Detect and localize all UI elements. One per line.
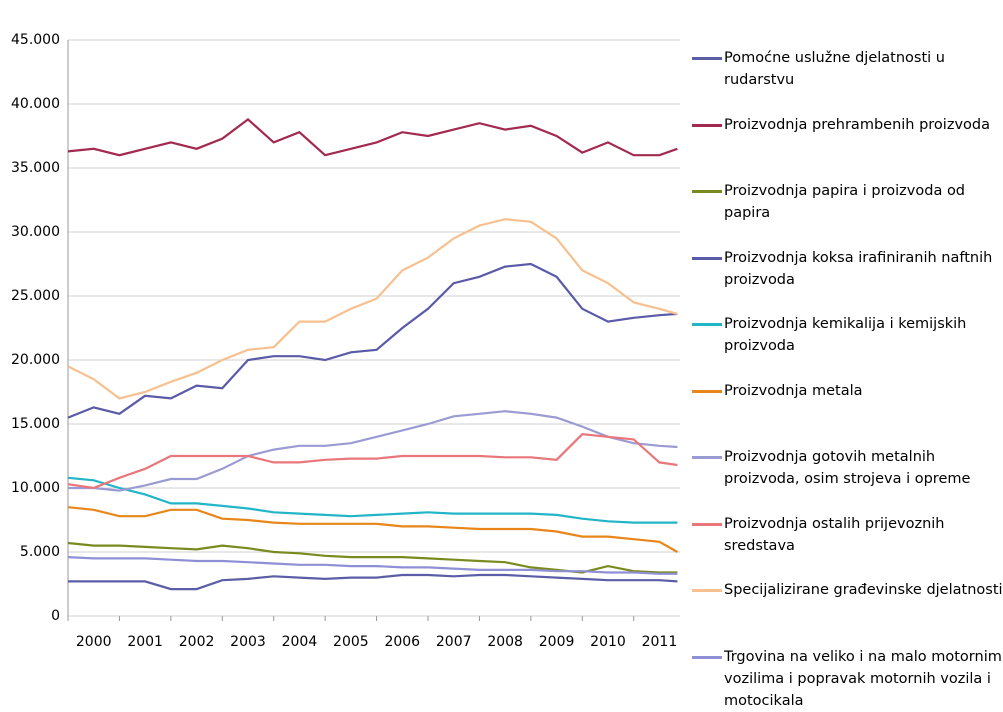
- x-tick-label: 2005: [333, 634, 369, 650]
- x-tick-label: 2002: [179, 634, 215, 650]
- legend-label: Proizvodnja koksa irafiniranih naftnih p…: [724, 249, 993, 288]
- legend-label: Proizvodnja ostalih prijevoznih sredstav…: [724, 515, 945, 554]
- legend-swatch: [692, 589, 722, 592]
- legend-swatch: [692, 389, 722, 393]
- y-tick-label: 5.000: [20, 544, 60, 560]
- x-tick-label: 2004: [282, 634, 318, 650]
- x-tick-label: 2010: [590, 634, 626, 650]
- x-tick-label: 2008: [487, 634, 523, 650]
- legend-item: Specijalizirane građevinske djelatnosti: [692, 579, 1003, 601]
- series-line: [67, 433, 678, 490]
- legend-label: Specijalizirane građevinske djelatnosti: [724, 582, 1003, 598]
- series-line: [67, 262, 678, 419]
- series-line: [67, 541, 678, 574]
- legend-swatch: [692, 655, 722, 659]
- series-line: [67, 476, 678, 524]
- legend-swatch: [692, 256, 722, 260]
- y-tick-label: 10.000: [11, 480, 60, 496]
- x-tick-label: 2009: [539, 634, 575, 650]
- legend-label: Trgovina na veliko i na malo motornim vo…: [724, 648, 1002, 709]
- legend-swatch: [692, 123, 722, 127]
- legend-item: Pomoćne uslužne djelatnosti u rudarstvu: [692, 47, 1003, 91]
- legend-item: Proizvodnja metala: [692, 380, 1003, 402]
- y-tick-label: 25.000: [11, 288, 60, 304]
- x-tick-label: 2001: [127, 634, 163, 650]
- y-tick-label: 20.000: [11, 352, 60, 368]
- legend-item: Proizvodnja koksa irafiniranih naftnih p…: [692, 247, 1003, 291]
- y-tick-label: 40.000: [11, 96, 60, 112]
- legend-swatch: [692, 57, 722, 60]
- legend-label: Proizvodnja papira i proizvoda od papira: [724, 183, 966, 221]
- x-tick-label: 2006: [384, 634, 420, 650]
- legend-label: Proizvodnja gotovih metalnih proizvoda, …: [724, 449, 971, 487]
- legend-item: Proizvodnja gotovih metalnih proizvoda, …: [692, 446, 1003, 490]
- y-tick-label: 35.000: [11, 160, 60, 176]
- legend-swatch: [692, 456, 722, 459]
- legend-swatch: [692, 323, 722, 326]
- series-line: [68, 410, 678, 492]
- y-tick-label: 30.000: [11, 224, 60, 240]
- legend-label: Proizvodnja metala: [724, 382, 863, 399]
- series-line: [67, 556, 678, 575]
- legend-label: Proizvodnja kemikalija i kemijskih proiz…: [724, 316, 967, 354]
- legend-swatch: [692, 522, 722, 526]
- x-tick-label: 2003: [230, 634, 266, 650]
- legend-item: Trgovina na veliko i na malo motornim vo…: [692, 646, 1003, 712]
- series-line: [67, 218, 678, 400]
- legend-label: Pomoćne uslužne djelatnosti u rudarstvu: [724, 50, 945, 88]
- legend-swatch: [692, 190, 722, 193]
- y-tick-label: 45.000: [11, 32, 60, 48]
- legend-item: Proizvodnja papira i proizvoda od papira: [692, 180, 1003, 224]
- x-tick-label: 2007: [436, 634, 472, 650]
- series-line: [67, 506, 678, 553]
- legend-item: Proizvodnja prehrambenih proizvoda: [692, 114, 1003, 136]
- y-tick-label: 15.000: [11, 416, 60, 432]
- x-tick-label: 2011: [642, 634, 678, 650]
- x-tick-label: 2000: [76, 634, 112, 650]
- legend-item: Proizvodnja kemikalija i kemijskih proiz…: [692, 313, 1003, 357]
- series-line: [68, 573, 678, 591]
- series-line: [67, 117, 678, 157]
- legend-item: Proizvodnja ostalih prijevoznih sredstav…: [692, 513, 1003, 557]
- legend-label: Proizvodnja prehrambenih proizvoda: [724, 116, 990, 133]
- y-tick-label: 0: [51, 608, 60, 624]
